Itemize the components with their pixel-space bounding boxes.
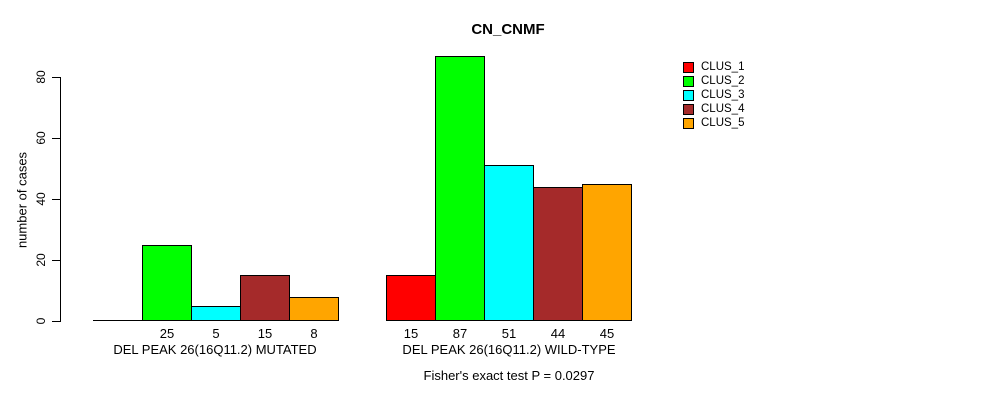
group-label-mutated: DEL PEAK 26(16Q11.2) MUTATED bbox=[113, 342, 317, 357]
bar-value-label: 45 bbox=[599, 326, 615, 341]
y-axis-tick bbox=[52, 138, 60, 139]
legend-swatch-clus_4 bbox=[683, 104, 694, 115]
y-axis-tick-label: 40 bbox=[34, 192, 48, 206]
legend-row-clus_3: CLUS_3 bbox=[683, 89, 745, 101]
legend-row-clus_5: CLUS_5 bbox=[683, 117, 745, 129]
y-axis-tick bbox=[52, 77, 60, 78]
legend-swatch-clus_1 bbox=[683, 62, 694, 73]
bar-value-label: 44 bbox=[550, 326, 566, 341]
legend-row-clus_4: CLUS_4 bbox=[683, 103, 745, 115]
legend: CLUS_1 CLUS_2 CLUS_3 CLUS_4 CLUS_5 bbox=[683, 61, 745, 129]
y-axis-tick-label: 20 bbox=[34, 253, 48, 267]
bar-value-label: 15 bbox=[257, 326, 273, 341]
legend-swatch-clus_5 bbox=[683, 118, 694, 129]
y-axis-tick-label: 60 bbox=[34, 131, 48, 145]
legend-label: CLUS_3 bbox=[701, 89, 745, 101]
legend-swatch-clus_3 bbox=[683, 90, 694, 101]
legend-swatch-clus_2 bbox=[683, 76, 694, 87]
y-axis-tick bbox=[52, 321, 60, 322]
y-axis-tick bbox=[52, 260, 60, 261]
bar-value-label: 8 bbox=[310, 326, 318, 341]
bar-clus_1-group2 bbox=[386, 275, 436, 321]
legend-label: CLUS_5 bbox=[701, 117, 745, 129]
bar-clus_5-group1 bbox=[289, 297, 339, 321]
bar-value-label: 87 bbox=[452, 326, 468, 341]
chart-title: CN_CNMF bbox=[471, 21, 545, 38]
bar-clus_2-group2 bbox=[435, 56, 485, 321]
bar-value-label: 25 bbox=[159, 326, 175, 341]
y-axis-tick-label: 0 bbox=[34, 317, 48, 325]
y-axis-tick bbox=[52, 199, 60, 200]
bar-clus_4-group1 bbox=[240, 275, 290, 321]
bar-clus_3-group1 bbox=[191, 306, 241, 321]
bar-clus_2-group1 bbox=[142, 245, 192, 321]
y-axis bbox=[60, 77, 61, 322]
legend-row-clus_2: CLUS_2 bbox=[683, 75, 745, 87]
bar-clus_5-group2 bbox=[582, 184, 632, 321]
bar-value-label: 5 bbox=[212, 326, 220, 341]
bar-value-label: 51 bbox=[501, 326, 517, 341]
y-axis-tick-label: 80 bbox=[34, 70, 48, 84]
fisher-test-caption: Fisher's exact test P = 0.0297 bbox=[423, 368, 595, 383]
bar-clus_4-group2 bbox=[533, 187, 583, 321]
legend-label: CLUS_1 bbox=[701, 61, 745, 73]
legend-label: CLUS_2 bbox=[701, 75, 745, 87]
legend-label: CLUS_4 bbox=[701, 103, 745, 115]
bar-clus_3-group2 bbox=[484, 165, 534, 321]
bar-value-label: 15 bbox=[403, 326, 419, 341]
group-label-wild-type: DEL PEAK 26(16Q11.2) WILD-TYPE bbox=[402, 342, 616, 357]
legend-row-clus_1: CLUS_1 bbox=[683, 61, 745, 73]
